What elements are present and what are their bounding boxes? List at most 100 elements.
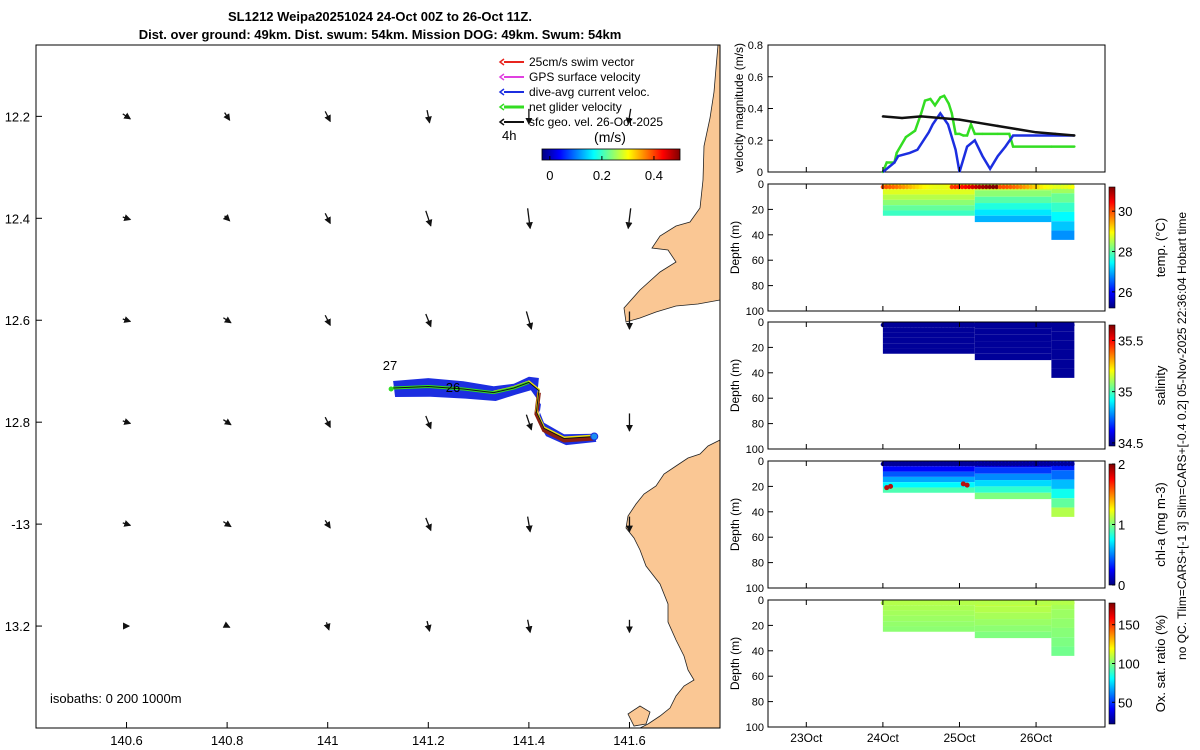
oxygen-surface-sample [935, 600, 941, 606]
salinity-surface-sample [908, 322, 913, 328]
salinity-surface-sample [1046, 322, 1051, 328]
salinity-ylabel: Depth (m) [728, 359, 742, 412]
geo-velocity-arrow [324, 111, 331, 123]
chla-surface-sample [946, 461, 951, 467]
oxygen-surface-sample [1025, 600, 1030, 606]
salinity-surface-sample [1070, 322, 1075, 328]
salinity-surface-sample [1028, 322, 1034, 328]
oxygen-data-cell [1051, 646, 1075, 656]
oxygen-surface-sample [901, 600, 906, 606]
temperature-surface-sample [1053, 184, 1058, 190]
velocity-point [885, 161, 888, 164]
oxygen-ytick-label: 100 [746, 722, 764, 734]
temperature-surface-sample [908, 184, 913, 190]
temperature-data-cell [882, 194, 975, 200]
oxygen-surface-sample [966, 600, 972, 606]
geo-velocity-arrow [525, 516, 533, 533]
chla-surface-sample [994, 461, 999, 467]
velocity-point [1034, 131, 1038, 134]
chla-ytick-label: 80 [752, 558, 764, 570]
salinity-data-cell [1051, 368, 1075, 378]
chla-colorbar-label: chl-a (mg m-3) [1153, 482, 1168, 567]
legend-swatch-head [498, 73, 505, 81]
temperature-colorbar-tick-label: 28 [1118, 245, 1132, 260]
speed-colorbar-ticks: 0 0.2 0.4 [546, 156, 663, 183]
temperature-data-cell [974, 203, 1052, 210]
map-frame [35, 44, 721, 729]
velocity-point [958, 118, 961, 121]
chla-surface-sample [1015, 461, 1020, 467]
map-xtick-label: 141.4 [513, 733, 546, 748]
temperature-ytick-label: 0 [758, 179, 764, 191]
geo-velocity-arrow [525, 619, 533, 634]
oxygen-surface-sample [904, 600, 910, 606]
legend-swatch-head [498, 118, 505, 126]
colorbar-unit-label: (m/s) [594, 129, 626, 145]
velocity-ytick-label: 0 [757, 167, 763, 179]
chla-data-cell [974, 486, 1052, 493]
salinity-surface-sample [1056, 322, 1061, 328]
temperature-surface-sample [1049, 184, 1054, 190]
chla-surface-sample [997, 461, 1003, 467]
geo-velocity-arrow [223, 418, 232, 426]
velocity-series-line [881, 94, 1075, 173]
salinity-surface-sample [1021, 322, 1027, 328]
velocity-point [1015, 127, 1019, 131]
oxygen-surface-sample [987, 600, 992, 606]
oxygen-surface-sample [1070, 600, 1075, 606]
geo-velocity-arrow [222, 621, 231, 628]
oxygen-surface-sample [932, 600, 937, 606]
velocity-axes-frame [767, 44, 1106, 173]
track-end-marker [590, 432, 599, 441]
oxygen-panel: 0 20 40 60 80 100 Depth (m) 50 100 150 Ox. sat. ra… [728, 595, 1168, 734]
velocity-point [947, 102, 950, 105]
oxygen-surface-sample [1063, 600, 1068, 606]
geo-velocity-arrow [122, 214, 132, 221]
temperature-surface-sample [973, 184, 979, 190]
salinity-data-cell [974, 347, 1052, 354]
temperature-surface-sample [980, 184, 986, 190]
velocity-point [958, 132, 961, 136]
temperature-data-cell [1051, 211, 1075, 222]
chla-surface-sample [959, 461, 965, 467]
oxygen-surface-sample [980, 600, 986, 606]
oxygen-surface-sample [1035, 600, 1041, 606]
salinity-surface-sample [973, 322, 979, 328]
salinity-surface-sample [963, 322, 968, 328]
velocity-point [962, 134, 965, 137]
velocity-series [881, 94, 1076, 174]
velocity-ytick-label: 0.2 [748, 135, 763, 147]
geostrophic-velocity-arrows [122, 108, 633, 634]
map-ytick-label: 12.4 [5, 211, 30, 226]
salinity-ytick-label: 100 [746, 444, 764, 456]
geo-velocity-arrow [323, 520, 331, 529]
temperature-surface-sample [1070, 184, 1075, 190]
geo-velocity-arrow [122, 520, 132, 527]
salinity-surface-sample [932, 322, 937, 328]
salinity-surface-sample [894, 322, 899, 328]
chla-surface-sample [1021, 461, 1027, 467]
oxygen-colorbar-tick-label: 100 [1118, 657, 1140, 672]
temperature-surface-sample [1042, 184, 1048, 190]
temperature-panel: 0 20 40 60 80 100 Depth (m) 26 28 30 temp. (°C) [728, 179, 1168, 318]
geo-velocity-arrow [425, 415, 432, 430]
chla-surface-sample [928, 461, 934, 467]
oxygen-surface-sample [894, 600, 899, 606]
figure-title-line1: SL1212 Weipa20251024 24-Oct 00Z to 26-Oc… [228, 9, 532, 24]
temperature-colorbar [1108, 186, 1116, 309]
legend-entry-label: 25cm/s swim vector [529, 55, 634, 69]
chla-data-cell [1051, 470, 1075, 480]
temperature-surface-sample [901, 184, 906, 190]
oxygen-surface-sample [953, 600, 958, 606]
geo-velocity-arrow [222, 214, 231, 222]
salinity-surface-sample [1004, 322, 1010, 328]
salinity-surface-sample [942, 322, 948, 328]
salinity-surface-sample [977, 322, 982, 328]
chla-surface-sample [935, 461, 941, 467]
velocity-ytick-label: 0.4 [748, 104, 763, 116]
salinity-surface-sample [959, 322, 965, 328]
salinity-surface-sample [935, 322, 941, 328]
chla-surface-sample [925, 461, 930, 467]
chla-surface-sample [922, 461, 927, 467]
